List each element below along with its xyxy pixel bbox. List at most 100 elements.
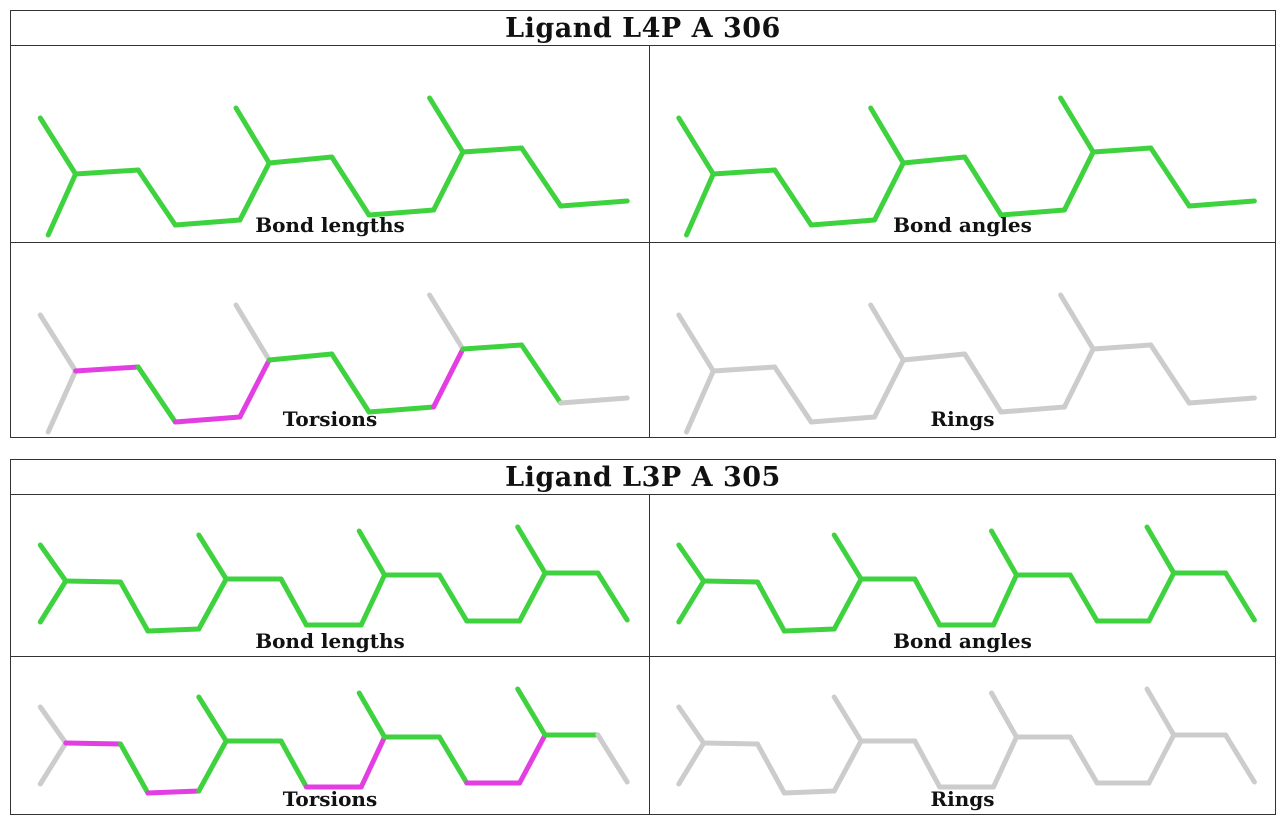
bond-line <box>73 167 141 177</box>
molecule-diagram <box>676 686 1257 796</box>
bond-line <box>781 626 837 634</box>
bond-line <box>676 542 707 584</box>
bond-line <box>962 351 1004 415</box>
bond-line <box>1144 686 1177 738</box>
bond-line <box>755 579 787 634</box>
bond-line <box>831 576 864 632</box>
bond-line <box>37 542 69 584</box>
panel-caption: Bond angles <box>893 629 1032 653</box>
bond-line <box>755 741 787 796</box>
bond-line <box>962 154 1004 218</box>
bond-line <box>515 686 548 738</box>
bond-line <box>436 734 470 786</box>
bond-line <box>1061 346 1096 410</box>
bond-line <box>1146 570 1177 624</box>
bond-line <box>1146 732 1177 786</box>
bond-line <box>1090 145 1154 155</box>
bond-line <box>1067 734 1100 786</box>
bond-line <box>329 154 372 218</box>
bond-line <box>1223 570 1257 623</box>
bond-line <box>196 694 229 744</box>
bond-line <box>676 578 707 625</box>
panel-torsions: Torsions <box>11 243 650 437</box>
ligand-title-l3p: Ligand L3P A 305 <box>11 460 1275 495</box>
bond-line <box>45 368 79 435</box>
panel-caption: Rings <box>930 407 995 431</box>
bond-line <box>831 694 864 744</box>
bond-line <box>135 167 178 228</box>
bond-line <box>118 741 151 796</box>
panel-caption: Torsions <box>282 407 378 431</box>
bond-line <box>772 364 814 425</box>
bond-line <box>1061 149 1096 213</box>
molecule-diagram <box>37 686 630 796</box>
bond-line <box>278 576 309 628</box>
molecule-diagram <box>676 95 1257 238</box>
bond-line <box>595 732 630 785</box>
bond-line <box>358 572 388 628</box>
bond-line <box>237 160 272 223</box>
bond-line <box>118 579 151 634</box>
bond-line <box>1186 395 1257 406</box>
bond-line <box>45 171 79 238</box>
bond-line <box>431 149 466 213</box>
bond-line <box>872 160 906 223</box>
panel-bond-lengths: Bond lengths <box>11 495 650 656</box>
bond-line <box>37 312 79 374</box>
bond-line <box>1223 732 1257 785</box>
bond-line <box>278 738 309 790</box>
bond-line <box>145 626 202 634</box>
bond-line <box>37 704 69 746</box>
panel-rings: Rings <box>650 243 1275 437</box>
bond-line <box>912 738 943 790</box>
ligand-row-top: Bond lengths Bond angles <box>11 495 1275 656</box>
bond-line <box>1058 292 1096 352</box>
bond-line <box>710 364 778 374</box>
panel-bond-lengths: Bond lengths <box>11 46 650 242</box>
molecule-diagram <box>37 95 630 238</box>
bond-line <box>431 346 466 410</box>
bond-line <box>237 357 272 420</box>
bond-line <box>991 734 1019 790</box>
molecule-diagram <box>676 524 1257 634</box>
bond-line <box>266 154 335 166</box>
ligand-table-l4p: Ligand L4P A 306 Bond lengths Bond angle… <box>10 10 1276 438</box>
bond-line <box>37 740 69 787</box>
bond-line <box>558 198 630 209</box>
bond-line <box>172 217 243 228</box>
bond-line <box>1067 572 1100 624</box>
panel-rings: Rings <box>650 657 1275 814</box>
ligand-table-l3p: Ligand L3P A 305 Bond lengths Bond angle… <box>10 459 1276 815</box>
ligand-row-bottom: Torsions Rings <box>11 656 1275 814</box>
bond-line <box>772 167 814 228</box>
bond-line <box>519 145 564 209</box>
bond-line <box>989 528 1019 578</box>
bond-line <box>436 572 470 624</box>
bond-line <box>868 302 906 363</box>
panel-bond-angles: Bond angles <box>650 495 1275 656</box>
bond-line <box>517 732 548 786</box>
bond-line <box>172 414 243 425</box>
bond-line <box>63 578 123 585</box>
bond-line <box>366 207 437 218</box>
bond-line <box>266 351 335 363</box>
panel-torsions: Torsions <box>11 657 650 814</box>
bond-line <box>356 528 388 578</box>
bond-line <box>517 570 548 624</box>
panel-caption: Torsions <box>282 787 378 811</box>
bond-line <box>676 704 707 746</box>
bond-line <box>196 738 229 794</box>
panel-bond-angles: Bond angles <box>650 46 1275 242</box>
bond-line <box>872 357 906 420</box>
bond-line <box>831 738 864 794</box>
bond-line <box>676 312 716 374</box>
bond-line <box>831 532 864 582</box>
bond-line <box>37 115 79 177</box>
bond-line <box>991 572 1019 628</box>
bond-line <box>781 788 837 796</box>
bond-line <box>1058 95 1096 155</box>
molecule-diagram <box>37 292 630 435</box>
bond-line <box>427 95 466 155</box>
panel-caption: Bond lengths <box>255 213 405 237</box>
ligand-row-top: Bond lengths Bond angles <box>11 46 1275 242</box>
